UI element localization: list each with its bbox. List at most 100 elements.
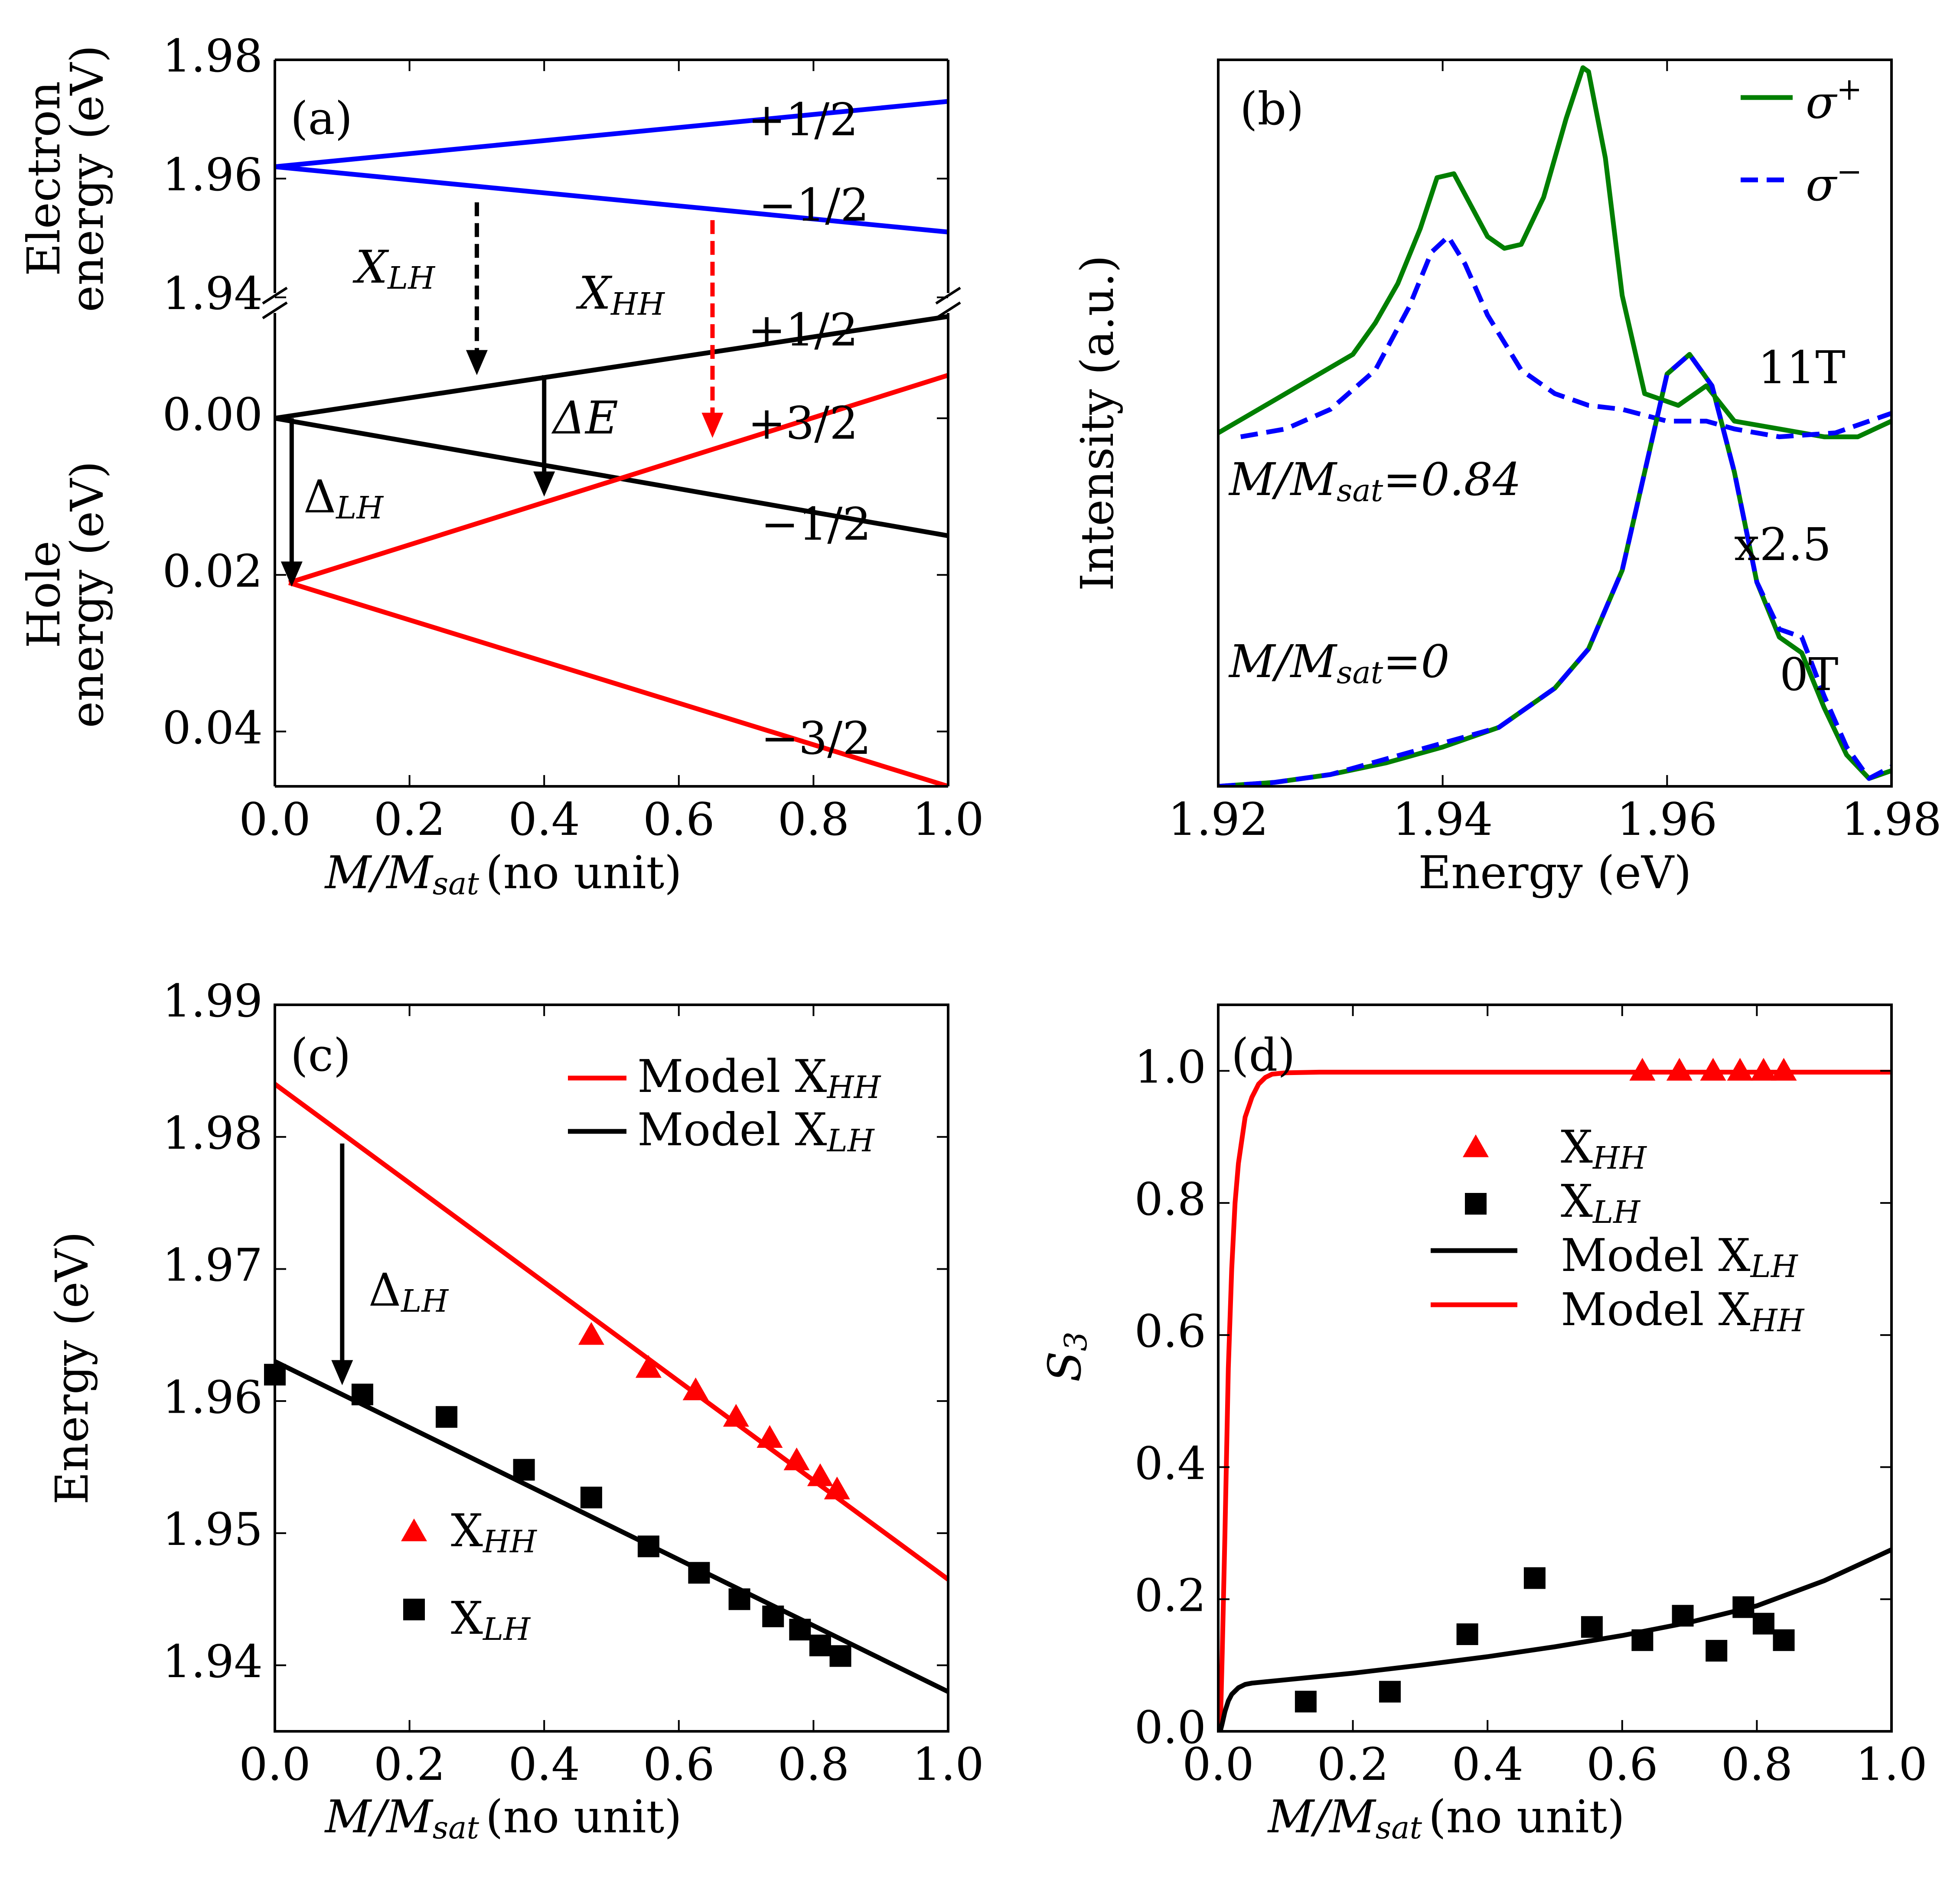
y-tick-label: 0.02 xyxy=(162,544,263,597)
triangle-marker xyxy=(1629,1058,1656,1081)
x-tick-label: 0.8 xyxy=(1721,1738,1793,1791)
plot-area xyxy=(275,99,948,786)
line-hole xyxy=(288,580,948,786)
x-tick-label: 0.6 xyxy=(643,1738,714,1791)
x-tick-label: 0.4 xyxy=(1451,1738,1523,1791)
y-axis-label: Energy (eV) xyxy=(46,1232,98,1505)
arrow-delta-lh xyxy=(280,418,303,587)
x-axis-math-base: M/M xyxy=(324,1790,434,1843)
x-tick-label: 0.4 xyxy=(508,793,580,846)
label-delta-lh-sub: LH xyxy=(335,490,384,526)
level-label-e-plus: +1/2 xyxy=(748,93,858,146)
x-tick-label: 0.2 xyxy=(1317,1738,1389,1791)
legend-label-model-lh-sub: LH xyxy=(1750,1248,1799,1284)
label-msat-084-sub: sat xyxy=(1337,472,1383,508)
axis-break-mark xyxy=(262,287,288,305)
label-delta-lh: ΔLH xyxy=(303,470,384,525)
arrow-delta-e xyxy=(533,375,555,497)
level-label-lh-plus: +1/2 xyxy=(748,303,858,356)
x-axis-math: M/Msat xyxy=(324,1790,479,1845)
x-tick-label: 0.6 xyxy=(643,793,714,846)
square-marker xyxy=(1631,1629,1653,1651)
label-x-hh-sub: HH xyxy=(610,286,665,322)
x-axis-math-sub: sat xyxy=(433,866,479,902)
square-marker xyxy=(1465,1193,1487,1215)
square-marker xyxy=(351,1383,373,1405)
square-marker xyxy=(403,1599,425,1620)
level-label-lh-minus: −1/2 xyxy=(761,498,871,551)
legend-label-sigma-minus-sup: − xyxy=(1836,153,1862,189)
y-tick-label: 0.4 xyxy=(1135,1437,1206,1490)
legend-label-x-lh-sub: LH xyxy=(482,1611,531,1647)
legend-label-model-hh: Model XHH xyxy=(1561,1283,1805,1338)
spectrum-line-2 xyxy=(1218,352,1892,786)
y-tick-label: 0.0 xyxy=(1135,1701,1206,1754)
square-marker xyxy=(436,1406,458,1428)
y-tick-label: 1.94 xyxy=(162,267,263,320)
label-msat-084-base: M/M xyxy=(1228,453,1338,506)
plot-area xyxy=(275,1082,948,1694)
label-msat-0: M/Msat=0 xyxy=(1228,635,1450,690)
label-msat-084: M/Msat=0.84 xyxy=(1228,453,1521,508)
level-label-e-minus: −1/2 xyxy=(759,179,869,231)
x-tick-label: 0.0 xyxy=(239,1738,310,1791)
triangle-marker xyxy=(1700,1058,1726,1081)
legend-label-x-lh-sub: LH xyxy=(1592,1194,1641,1230)
legend-label-model-lh-base: Model X xyxy=(1561,1229,1751,1282)
square-marker xyxy=(688,1562,710,1584)
arrow-x-lh-head xyxy=(466,350,488,375)
x-tick-label: 0.8 xyxy=(778,1738,849,1791)
square-marker xyxy=(1523,1567,1546,1589)
x-axis-label: (no unit) xyxy=(486,1790,682,1843)
legend-label-model-lh: Model XLH xyxy=(1561,1229,1799,1284)
triangle-marker xyxy=(682,1377,709,1401)
label-x-lh: XLH xyxy=(352,241,436,296)
triangle-marker xyxy=(1771,1058,1797,1081)
square-marker xyxy=(1379,1681,1401,1703)
square-marker xyxy=(728,1588,750,1610)
y-axis-label-bottom-2: energy (eV) xyxy=(61,461,114,728)
legend-label-model-hh-base: Model X xyxy=(637,1050,827,1103)
panel-c: 0.0 0.2 0.4 0.6 0.8 1.0 1.94 1.95 1.96 1.97 1.98 1.… xyxy=(46,974,984,1845)
y-axis-label-sub: 3 xyxy=(1058,1332,1094,1351)
x-tick-label: 1.0 xyxy=(912,793,984,846)
triangle-marker xyxy=(807,1463,833,1486)
axes-frame xyxy=(1217,59,1893,788)
spectrum-line-1 xyxy=(1240,234,1892,440)
model-line xyxy=(1218,1069,1892,1731)
y-tick-label: 1.96 xyxy=(162,1371,263,1424)
y-axis-label-top-2: energy (eV) xyxy=(61,45,114,312)
legend-label-x-hh: XHH xyxy=(451,1504,538,1559)
legend-label-model-hh: Model XHH xyxy=(637,1050,882,1105)
panel-d: 0.0 0.2 0.4 0.6 0.8 1.0 0.0 0.2 0.4 0.6 0.8 1.0 S3 M/… xyxy=(1038,1004,1927,1846)
triangle-marker xyxy=(824,1476,850,1499)
square-marker xyxy=(1672,1605,1694,1627)
panel-a: 0.0 0.2 0.4 0.6 0.8 1.0 1.94 1.96 1.98 0.00 0.02 0.… xyxy=(17,29,984,901)
square-marker xyxy=(1456,1623,1478,1645)
y-axis-label: S3 xyxy=(1038,1332,1093,1382)
y-tick-label: 1.94 xyxy=(162,1635,263,1688)
square-marker xyxy=(580,1486,602,1509)
x-tick-label: 0.6 xyxy=(1586,1738,1658,1791)
arrow-delta-lh-head xyxy=(331,1360,353,1385)
arrow-delta-e-head xyxy=(533,471,555,497)
y-tick-label: 1.95 xyxy=(162,1503,263,1556)
y-tick-label: 1.98 xyxy=(162,29,263,82)
panel-label: (c) xyxy=(290,1029,351,1082)
square-marker xyxy=(1706,1640,1728,1662)
legend-label-model-lh: Model XLH xyxy=(637,1103,875,1158)
legend-label-x-hh-sub: HH xyxy=(1592,1140,1647,1176)
y-tick-label: 0.00 xyxy=(162,388,263,441)
legend-label-x-lh-base: X xyxy=(1561,1175,1593,1228)
x-axis-label: (no unit) xyxy=(486,846,682,899)
line-electron xyxy=(275,164,948,235)
x-tick-label: 1.92 xyxy=(1168,793,1269,846)
label-delta-lh: ΔLH xyxy=(369,1264,449,1319)
y-axis-label-top-1: Electron xyxy=(17,81,70,276)
square-marker xyxy=(1581,1616,1603,1638)
x-tick-label: 1.94 xyxy=(1393,793,1493,846)
legend-label-model-lh-sub: LH xyxy=(826,1123,875,1159)
square-marker xyxy=(637,1535,659,1557)
level-label-hh-plus: +3/2 xyxy=(748,397,858,450)
y-axis-label-base: S xyxy=(1038,1351,1091,1382)
